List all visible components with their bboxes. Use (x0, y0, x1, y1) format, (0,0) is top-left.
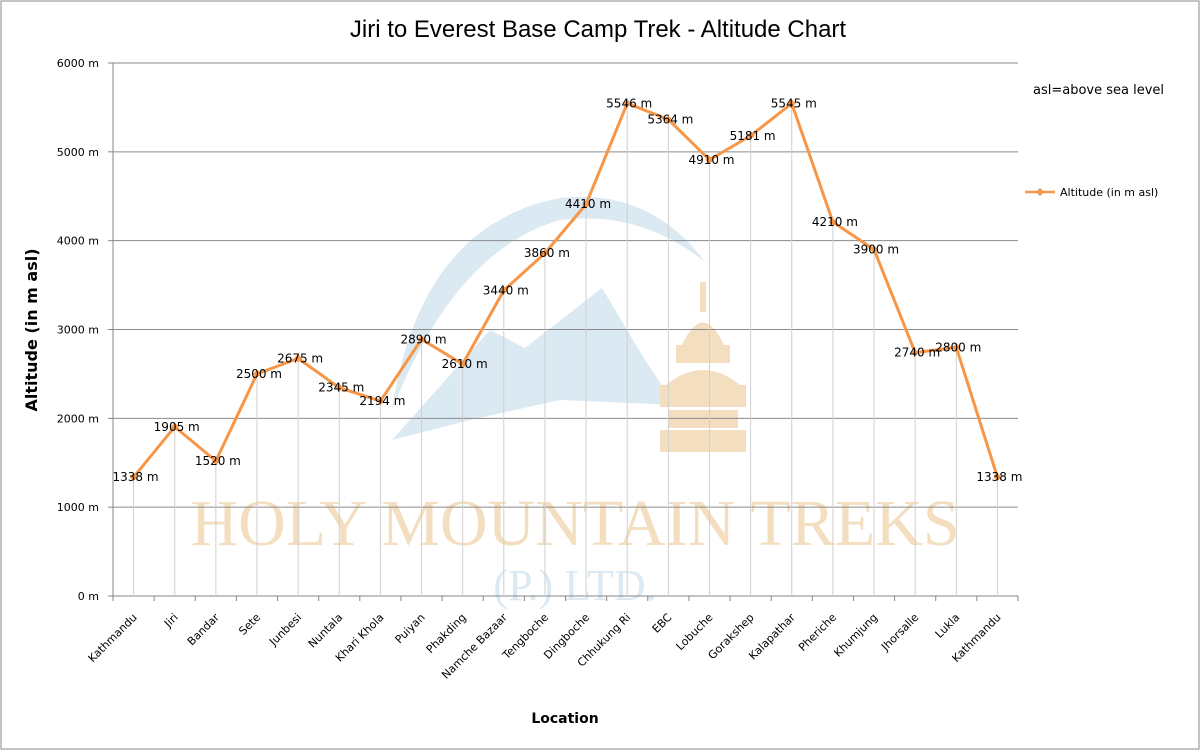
data-label: 1905 m (154, 420, 200, 434)
asl-note: asl=above sea level (1033, 83, 1164, 98)
data-point (746, 131, 755, 140)
data-label: 2345 m (318, 381, 364, 395)
data-point (294, 354, 303, 363)
y-tick-label: 2000 m (57, 412, 99, 425)
data-label: 5181 m (730, 129, 776, 143)
data-label: 2800 m (935, 340, 981, 354)
data-label: 4210 m (812, 215, 858, 229)
data-point (129, 473, 138, 482)
data-point (211, 456, 220, 465)
data-point (623, 99, 632, 108)
y-tick-label: 5000 m (57, 146, 99, 159)
data-label: 4410 m (565, 197, 611, 211)
data-point (870, 245, 879, 254)
data-label: 2675 m (277, 351, 323, 365)
y-axis-ticks: 0 m 1000 m 2000 m 3000 m 4000 m 5000 m 6000 m (57, 57, 113, 603)
watermark-text-line1: HOLY MOUNTAIN TREKS (190, 487, 959, 560)
y-tick-label: 3000 m (57, 324, 99, 337)
data-point (664, 115, 673, 124)
data-point (993, 473, 1002, 482)
data-label: 3900 m (853, 243, 899, 257)
watermark-text-line2: (P.) LTD. (493, 561, 656, 610)
data-label: 5545 m (771, 96, 817, 110)
y-tick-label: 0 m (78, 590, 99, 603)
data-label: 4910 m (688, 153, 734, 167)
data-point (787, 99, 796, 108)
data-label: 1338 m (976, 470, 1022, 484)
data-point (828, 218, 837, 227)
data-label: 2890 m (400, 332, 446, 346)
data-label: 3860 m (524, 246, 570, 260)
data-point (335, 383, 344, 392)
y-tick-label: 1000 m (57, 501, 99, 514)
data-point (911, 348, 920, 357)
data-point (170, 422, 179, 431)
gridlines (112, 62, 1018, 597)
data-point (376, 397, 385, 406)
chart-title: Jiri to Everest Base Camp Trek - Altitud… (350, 16, 847, 43)
data-point (705, 155, 714, 164)
y-tick-label: 4000 m (57, 235, 99, 248)
data-label: 3440 m (483, 283, 529, 297)
legend-label: Altitude (in m asl) (1060, 186, 1158, 199)
data-label: 5546 m (606, 96, 652, 110)
data-label: 1520 m (195, 454, 241, 468)
data-label: 2740 m (894, 346, 940, 360)
x-axis-label: Location (531, 711, 598, 727)
legend-marker (1036, 188, 1044, 196)
data-point (540, 249, 549, 258)
data-point (252, 369, 261, 378)
data-label: 2610 m (442, 357, 488, 371)
data-label: 1338 m (113, 470, 159, 484)
legend: Altitude (in m asl) (1025, 186, 1158, 199)
data-labels: 1338 m 1905 m 1520 m 2500 m 2675 m 2345 m2194… (113, 96, 1023, 484)
y-tick-label: 6000 m (57, 57, 99, 70)
data-point (499, 286, 508, 295)
watermark-stupa (660, 282, 746, 452)
data-label: 5364 m (647, 112, 693, 126)
data-point (458, 360, 467, 369)
data-point (582, 200, 591, 209)
watermark-arc (392, 196, 705, 410)
data-point (417, 335, 426, 344)
series-altitude (129, 99, 1002, 482)
data-label: 2500 m (236, 367, 282, 381)
data-label: 2194 m (359, 394, 405, 408)
y-axis-label: Altitude (in m asl) (22, 248, 41, 411)
series-line (132, 101, 999, 479)
data-point (952, 343, 961, 352)
